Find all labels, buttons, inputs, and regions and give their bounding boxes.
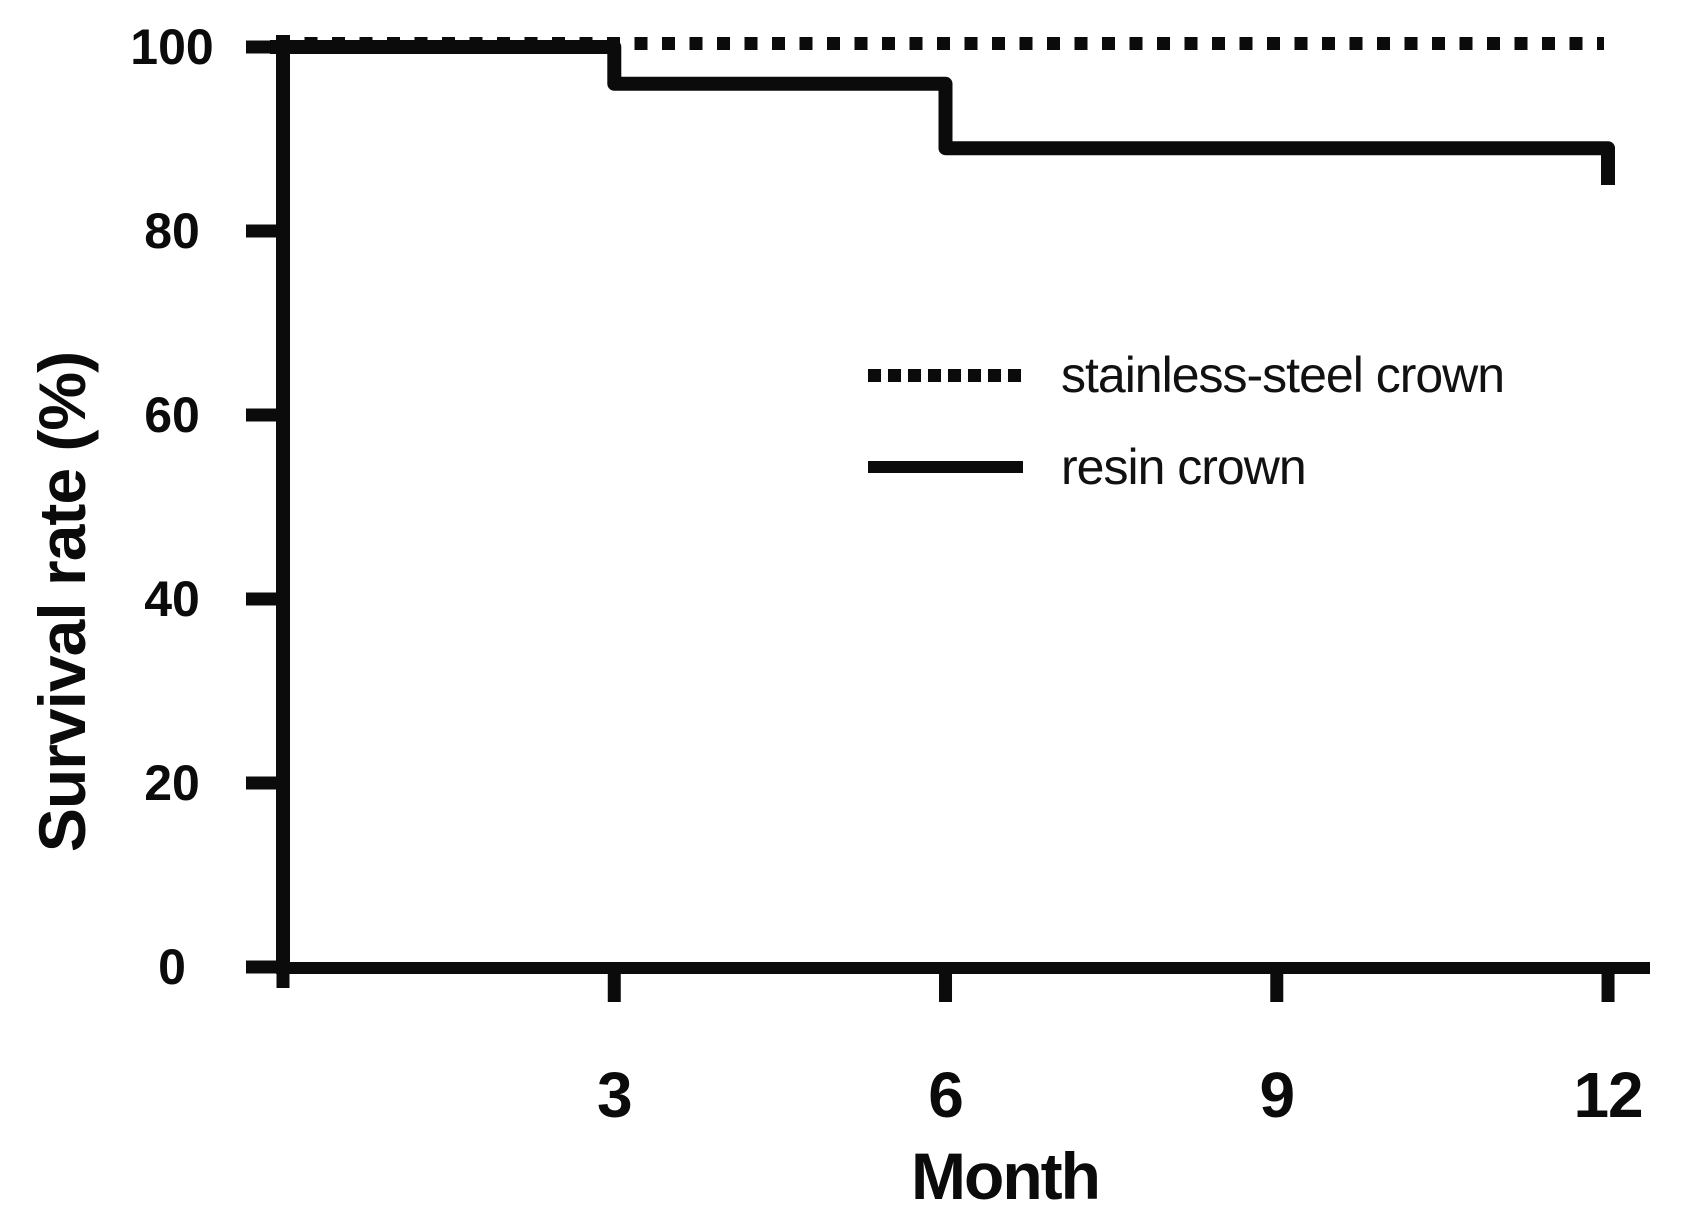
y-tick [246, 776, 286, 790]
y-tick-label: 20 [144, 755, 200, 811]
x-tick-label: 6 [928, 1059, 963, 1131]
y-tick [246, 408, 286, 422]
x-tick-label: 9 [1259, 1059, 1294, 1131]
y-tick-label: 100 [130, 19, 213, 75]
y-tick-label: 60 [144, 387, 200, 443]
x-tick [607, 974, 621, 1002]
x-tick [1270, 974, 1284, 1002]
x-origin-tick [276, 974, 290, 988]
y-axis-title: Survival rate (%) [25, 351, 99, 853]
y-tick [246, 960, 286, 974]
series-resin-crown-line [270, 40, 1615, 185]
x-axis-line [276, 962, 1650, 974]
x-tick [1601, 974, 1615, 1002]
y-axis-line [276, 35, 290, 974]
y-tick-label: 0 [158, 939, 186, 995]
y-tick-label: 80 [144, 203, 200, 259]
x-axis-title: Month [911, 1139, 1101, 1213]
x-tick-label: 3 [597, 1059, 632, 1131]
x-tick-label: 12 [1573, 1059, 1642, 1131]
y-tick-label: 40 [144, 571, 200, 627]
y-tick [246, 224, 286, 238]
y-tick [246, 592, 286, 606]
x-tick [939, 974, 953, 1002]
